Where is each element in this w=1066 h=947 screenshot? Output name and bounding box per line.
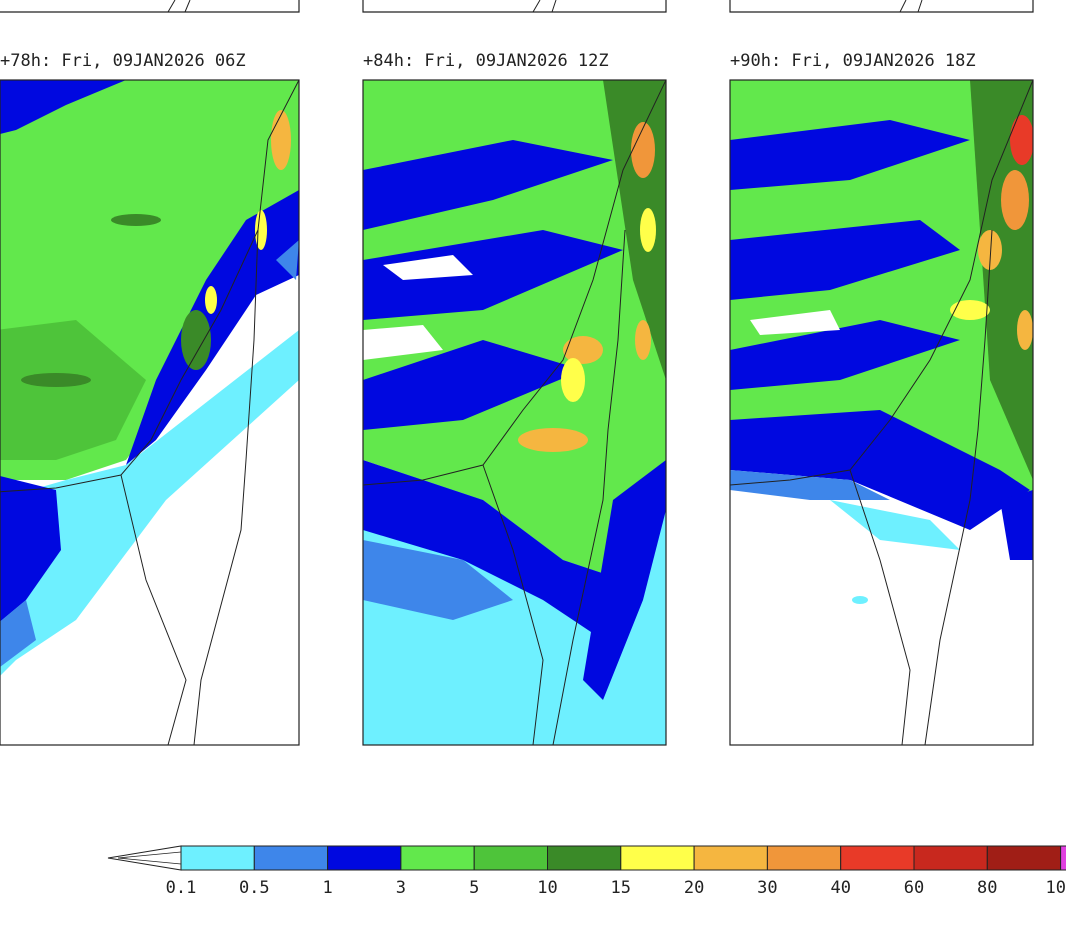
panel-title: +84h: Fri, 09JAN2026 12Z [363, 51, 609, 71]
colorbar-label: 10 [537, 878, 557, 898]
colorbar-swatch [547, 845, 622, 871]
previous-row-frames [0, 0, 1034, 13]
colorbar-swatch [693, 845, 768, 871]
colorbar-swatch [473, 845, 549, 871]
colorbar-label: 80 [977, 878, 997, 898]
panel-title: +90h: Fri, 09JAN2026 18Z [730, 51, 976, 71]
colorbar-swatch [766, 845, 842, 871]
colorbar: 0.1 0.5 1 3 5 10 15 20 30 40 60 80 10 [107, 845, 1066, 898]
colorbar-swatch [253, 845, 329, 871]
colorbar-label: 30 [757, 878, 777, 898]
colorbar-label: 5 [469, 878, 479, 898]
colorbar-swatch [840, 845, 915, 871]
colorbar-swatch [180, 845, 255, 871]
colorbar-label: 0.5 [239, 878, 270, 898]
colorbar-swatch [913, 845, 988, 871]
colorbar-swatch [327, 845, 402, 871]
colorbar-label: 3 [396, 878, 406, 898]
panel-title: +78h: Fri, 09JAN2026 06Z [0, 51, 246, 71]
colorbar-label: 20 [684, 878, 704, 898]
colorbar-swatch [620, 845, 695, 871]
colorbar-label: 60 [904, 878, 924, 898]
colorbar-label: 10 [1046, 878, 1066, 898]
colorbar-label: 15 [611, 878, 631, 898]
colorbar-swatch [1060, 845, 1066, 871]
colorbar-swatch [986, 845, 1062, 871]
map-panel [362, 79, 667, 746]
colorbar-swatch [400, 845, 475, 871]
colorbar-label: 40 [830, 878, 850, 898]
map-panel [729, 79, 1034, 746]
colorbar-label: 0.1 [166, 878, 197, 898]
map-panel [0, 79, 300, 746]
colorbar-label: 1 [322, 878, 332, 898]
